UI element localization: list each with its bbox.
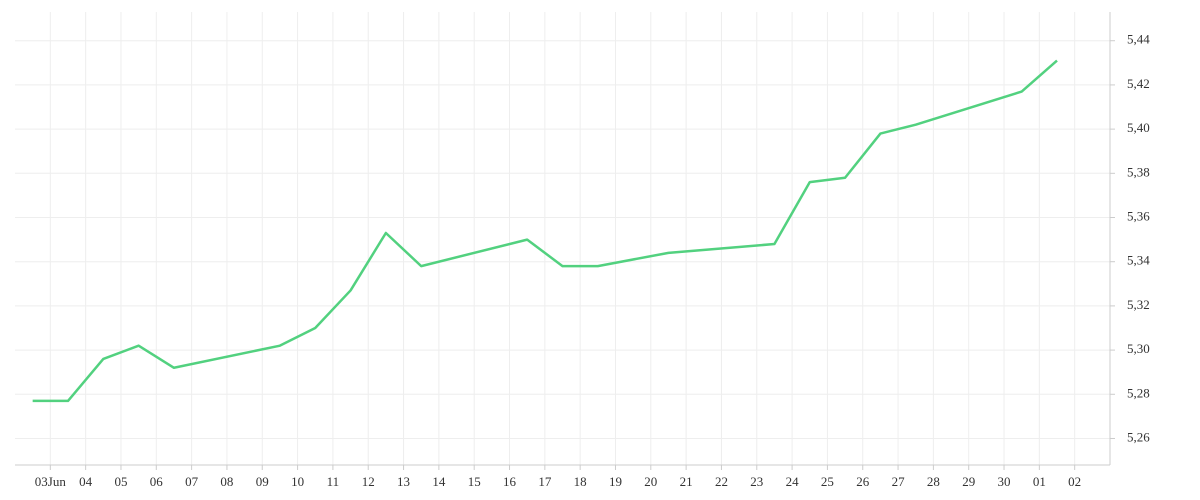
y-tick-label: 5,28 <box>1127 385 1150 400</box>
x-tick-label: 17 <box>538 474 552 489</box>
x-tick-label: 14 <box>432 474 446 489</box>
y-tick-label: 5,26 <box>1127 429 1150 444</box>
x-tick-label: 25 <box>821 474 834 489</box>
x-tick-label: 12 <box>362 474 375 489</box>
x-tick-label: 06 <box>150 474 164 489</box>
x-tick-label: 01 <box>1033 474 1046 489</box>
x-tick-label: 19 <box>609 474 622 489</box>
x-tick-label: 27 <box>892 474 906 489</box>
x-tick-label: 03Jun <box>35 474 67 489</box>
x-tick-label: 09 <box>256 474 269 489</box>
x-tick-label: 02 <box>1068 474 1081 489</box>
x-tick-label: 20 <box>644 474 657 489</box>
y-tick-label: 5,44 <box>1127 32 1150 47</box>
x-tick-label: 05 <box>114 474 127 489</box>
x-tick-label: 21 <box>680 474 693 489</box>
x-tick-label: 28 <box>927 474 940 489</box>
x-tick-label: 07 <box>185 474 199 489</box>
x-tick-label: 23 <box>750 474 763 489</box>
y-tick-label: 5,36 <box>1127 208 1150 223</box>
x-tick-label: 15 <box>468 474 481 489</box>
line <box>32 59 1058 403</box>
y-tick-label: 5,42 <box>1127 76 1150 91</box>
x-tick-label: 30 <box>998 474 1011 489</box>
x-tick-label: 04 <box>79 474 93 489</box>
x-tick-label: 08 <box>220 474 233 489</box>
y-tick-label: 5,38 <box>1127 164 1150 179</box>
x-tick-label: 26 <box>856 474 870 489</box>
x-tick-label: 24 <box>786 474 800 489</box>
x-tick-label: 13 <box>397 474 410 489</box>
y-tick-label: 5,30 <box>1127 341 1150 356</box>
x-tick-label: 18 <box>574 474 587 489</box>
y-tick-label: 5,32 <box>1127 297 1150 312</box>
y-tick-label: 5,34 <box>1127 253 1150 268</box>
x-tick-label: 22 <box>715 474 728 489</box>
x-tick-label: 11 <box>327 474 340 489</box>
y-tick-label: 5,40 <box>1127 120 1150 135</box>
x-tick-label: 29 <box>962 474 975 489</box>
x-tick-label: 16 <box>503 474 517 489</box>
x-tick-label: 10 <box>291 474 304 489</box>
